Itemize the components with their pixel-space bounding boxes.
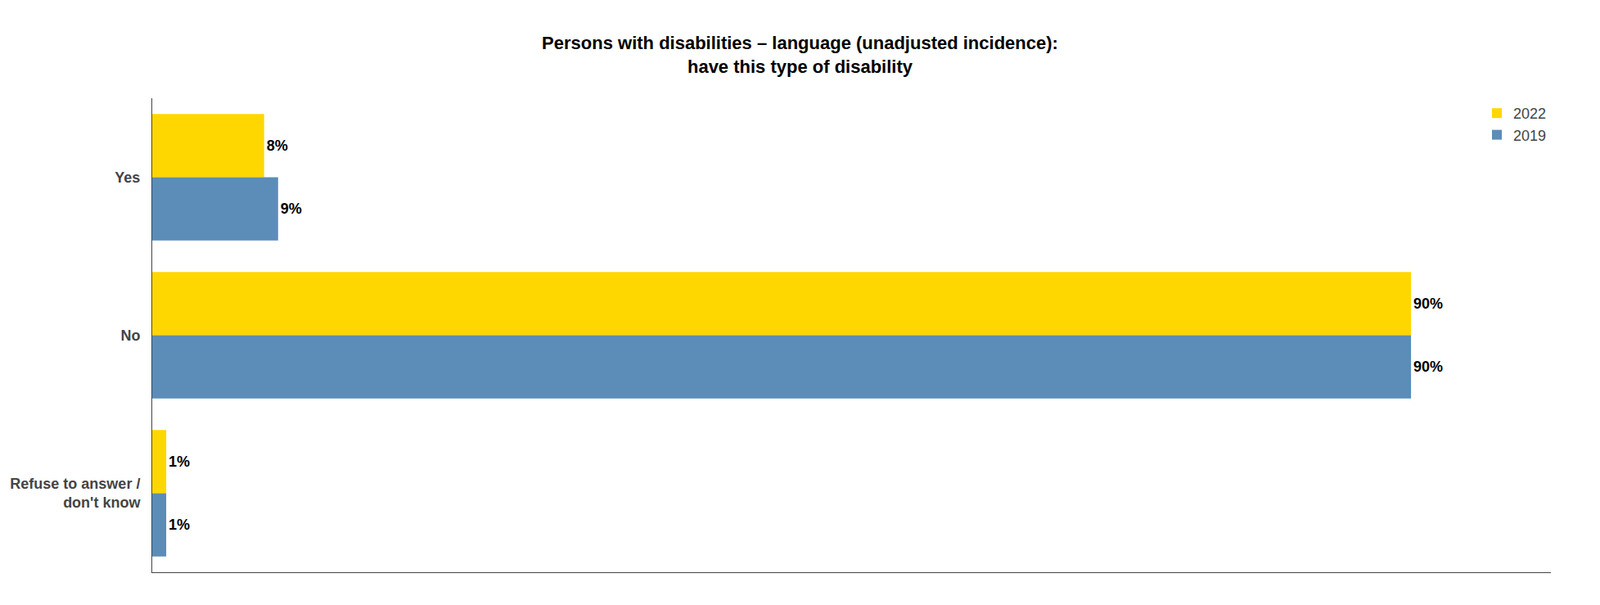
svg-text:90%: 90%: [1413, 295, 1443, 312]
svg-text:1%: 1%: [168, 516, 190, 533]
svg-text:8%: 8%: [266, 137, 289, 154]
svg-text:Refuse to answer /don't know: Refuse to answer /don't know: [9, 475, 141, 511]
svg-text:90%: 90%: [1413, 358, 1443, 375]
svg-text:Persons with disabilities – la: Persons with disabilities – language (un…: [541, 32, 1059, 77]
svg-text:2019: 2019: [1513, 127, 1546, 145]
svg-text:Yes: Yes: [114, 169, 140, 186]
svg-text:No: No: [120, 327, 140, 344]
svg-text:2022: 2022: [1513, 105, 1546, 122]
svg-text:9%: 9%: [280, 200, 302, 217]
svg-text:1%: 1%: [168, 453, 190, 470]
